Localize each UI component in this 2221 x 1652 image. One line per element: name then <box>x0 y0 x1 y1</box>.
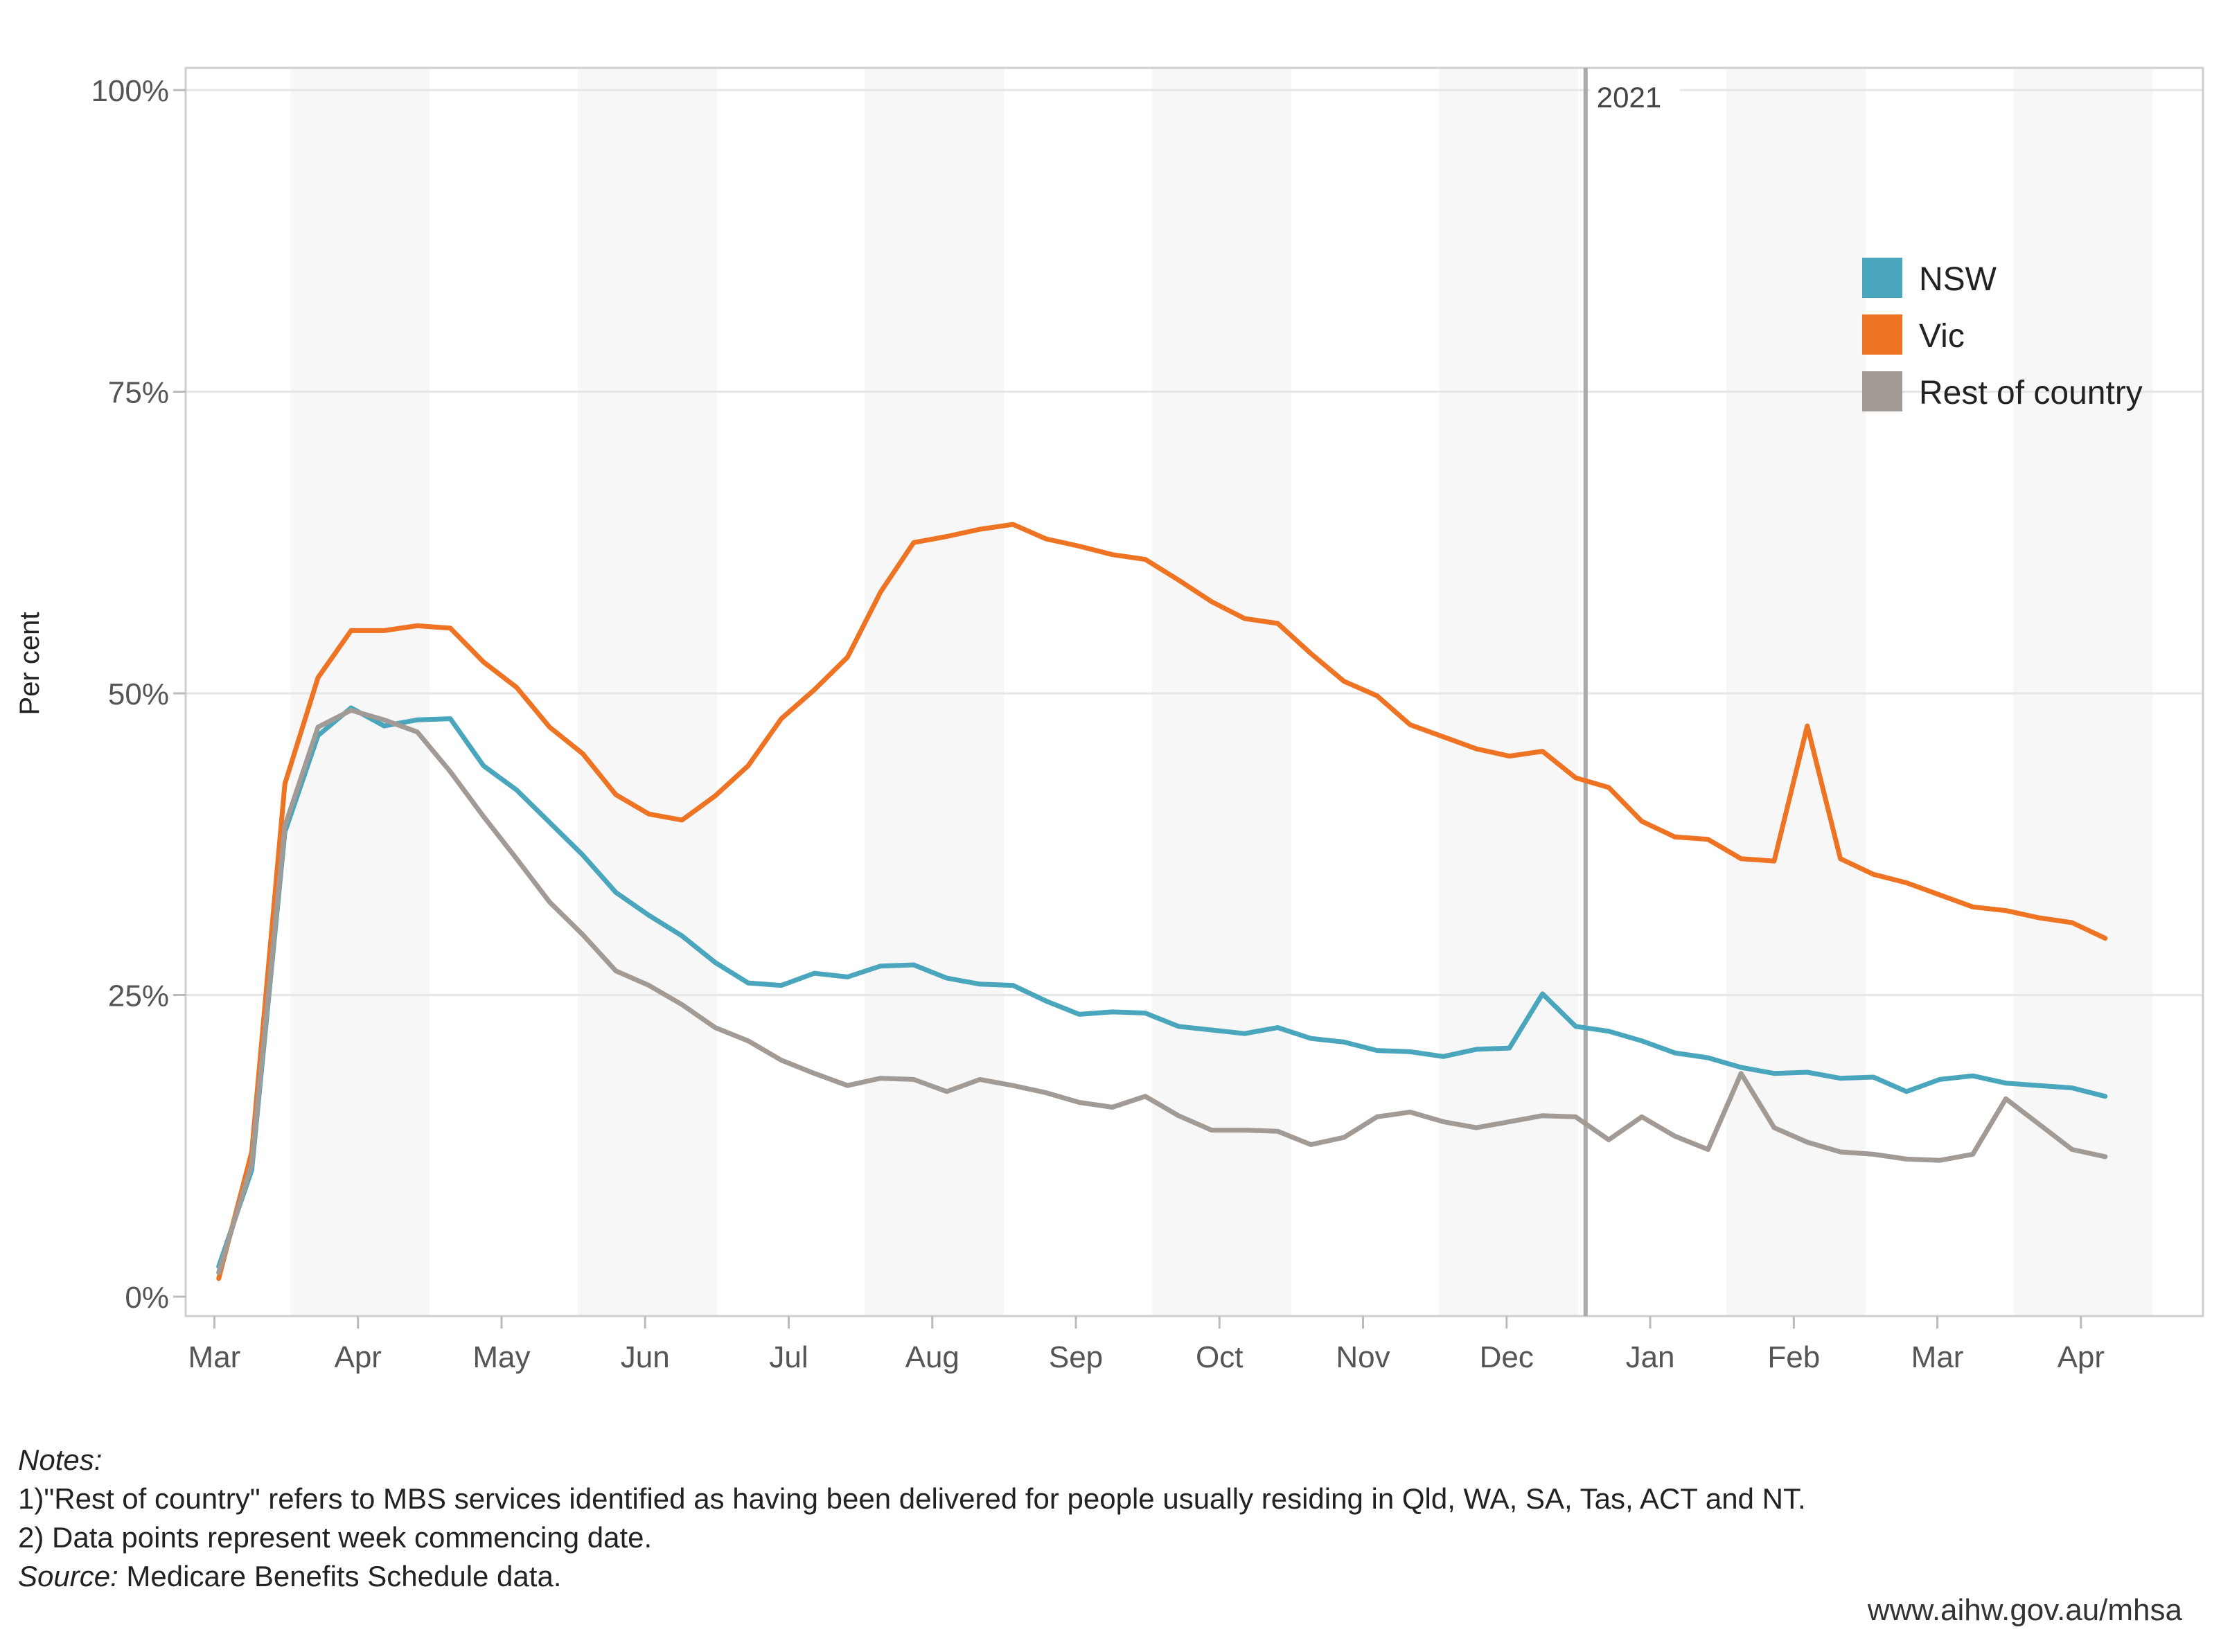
legend-swatch <box>1862 314 1902 355</box>
series-line-rest-of-country <box>216 707 2108 1275</box>
x-tick-label: Apr <box>334 1340 381 1374</box>
plot-frame <box>184 66 2204 1317</box>
footer-url: www.aihw.gov.au/mhsa <box>1867 1593 2182 1627</box>
x-tick-label: Dec <box>1480 1340 1534 1374</box>
notes: Notes: 1)"Rest of country" refers to MBS… <box>18 1441 1806 1596</box>
legend-label: Vic <box>1919 318 1965 355</box>
x-tick-label: Jul <box>769 1340 808 1374</box>
month-band <box>577 68 717 1316</box>
gridlines <box>186 89 2203 996</box>
x-tick-label: May <box>472 1340 530 1374</box>
y-tick-label: 100% <box>91 74 169 108</box>
legend-swatch <box>1862 371 1902 411</box>
x-tick-label: Feb <box>1767 1340 1820 1374</box>
y-tick-label: 0% <box>125 1281 169 1315</box>
legend-label: Rest of country <box>1919 375 2143 411</box>
note-2: 2) Data points represent week commencing… <box>18 1521 653 1554</box>
year-label: 2021 <box>1597 81 1661 114</box>
x-axis: Mar Apr May Jun Jul Aug Sep Oct Nov Dec Jan Feb Mar A… <box>188 1316 2105 1374</box>
x-tick-label: Apr <box>2058 1340 2105 1374</box>
month-band <box>1151 68 1291 1316</box>
line-chart: 2021 0% 25% 50% 75% 100% Mar Apr May Jun Jul Aug S… <box>15 66 2204 1374</box>
month-band <box>1726 68 1866 1316</box>
year-label-background <box>1589 76 1680 121</box>
y-tick-label: 75% <box>108 376 169 410</box>
y-tick-label: 25% <box>108 979 169 1013</box>
month-bands <box>290 68 2153 1316</box>
series-line-vic <box>216 522 2108 1281</box>
series-lines <box>216 522 2108 1281</box>
y-tick-label: 50% <box>108 677 169 711</box>
x-tick-label: Jan <box>1626 1340 1675 1374</box>
x-tick-label: Oct <box>1196 1340 1243 1374</box>
legend-label: NSW <box>1919 261 1997 298</box>
x-tick-label: Mar <box>1911 1340 1964 1374</box>
month-band <box>1439 68 1579 1316</box>
source-text: Medicare Benefits Schedule data. <box>118 1560 562 1592</box>
note-1: 1)"Rest of country" refers to MBS servic… <box>18 1482 1806 1515</box>
x-tick-label: Aug <box>905 1340 959 1374</box>
y-axis: 0% 25% 50% 75% 100% <box>91 74 186 1315</box>
month-band <box>2013 68 2153 1316</box>
x-tick-label: Mar <box>188 1340 241 1374</box>
x-tick-label: Jun <box>621 1340 670 1374</box>
y-axis-title: Per cent <box>15 612 45 716</box>
notes-heading: Notes: <box>18 1444 103 1476</box>
x-tick-label: Nov <box>1336 1340 1390 1374</box>
x-tick-label: Sep <box>1049 1340 1103 1374</box>
series-line-nsw <box>216 705 2108 1269</box>
legend: NSW Vic Rest of country <box>1862 258 2143 411</box>
month-band <box>865 68 1005 1316</box>
source-label: Source: <box>18 1560 118 1592</box>
source-line: Source: Medicare Benefits Schedule data. <box>18 1557 1806 1596</box>
legend-swatch <box>1862 258 1902 298</box>
